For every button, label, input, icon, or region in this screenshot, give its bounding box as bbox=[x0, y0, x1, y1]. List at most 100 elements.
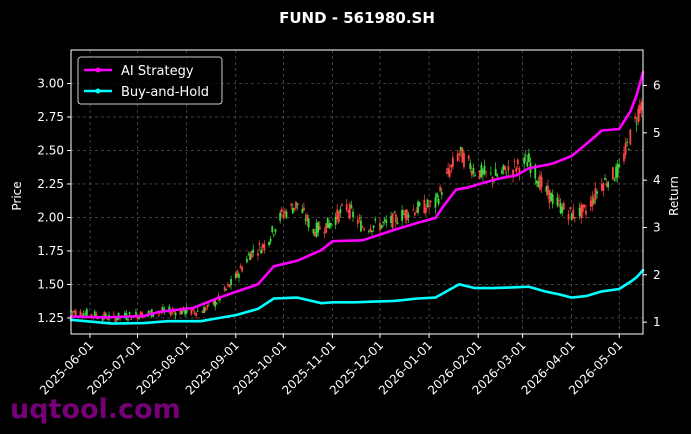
price-candle-body bbox=[385, 220, 388, 224]
price-candle-body bbox=[285, 211, 288, 218]
price-candle-body bbox=[539, 175, 541, 190]
price-candle-body bbox=[380, 224, 383, 229]
price-candle-body bbox=[472, 168, 475, 174]
legend-hold-label: Buy-and-Hold bbox=[121, 85, 209, 100]
y-left-tick-label: 3.00 bbox=[37, 76, 64, 90]
price-candle-body bbox=[90, 314, 93, 317]
price-candle-body bbox=[573, 216, 576, 219]
y-axis-left-label: Price bbox=[10, 181, 24, 210]
price-candle-body bbox=[483, 165, 486, 175]
price-candle-body bbox=[439, 186, 442, 192]
price-candle-body bbox=[103, 312, 106, 319]
price-candle-body bbox=[402, 213, 405, 215]
price-candle-body bbox=[474, 175, 476, 176]
price-candle-body bbox=[247, 254, 250, 256]
ai-strategy-line bbox=[69, 70, 645, 319]
price-candle-body bbox=[206, 305, 209, 308]
price-candle-body bbox=[271, 226, 274, 233]
price-candle-body bbox=[312, 228, 315, 234]
price-candle-body bbox=[339, 209, 342, 213]
price-candle-body bbox=[489, 172, 492, 174]
price-candle-body bbox=[307, 218, 310, 228]
price-candle-body bbox=[215, 303, 218, 305]
price-candle-body bbox=[447, 168, 450, 175]
y-axis-right-label: Return bbox=[667, 176, 681, 216]
price-candle-body bbox=[71, 311, 74, 313]
price-candle-body bbox=[501, 170, 503, 174]
price-candle-body bbox=[179, 309, 182, 315]
price-candle-body bbox=[234, 273, 237, 279]
price-candle-body bbox=[367, 230, 370, 232]
price-candle-body bbox=[535, 180, 538, 184]
price-candle-body bbox=[434, 197, 437, 208]
price-candle-body bbox=[548, 189, 551, 204]
price-candle-body bbox=[114, 317, 117, 322]
price-candle-body bbox=[241, 267, 244, 272]
price-candle-body bbox=[523, 157, 526, 164]
series-layer bbox=[69, 70, 645, 325]
price-candle-body bbox=[450, 164, 453, 168]
price-candle-body bbox=[629, 129, 632, 145]
price-candle-body bbox=[326, 217, 329, 228]
price-candle-body bbox=[123, 312, 126, 317]
y-left-tick-label: 2.00 bbox=[37, 210, 64, 224]
price-candle-body bbox=[456, 153, 459, 161]
price-candle-body bbox=[406, 209, 408, 221]
price-candle-body bbox=[379, 222, 381, 231]
price-candle-body bbox=[526, 161, 529, 167]
y-left-tick-label: 2.25 bbox=[37, 177, 64, 191]
price-candle-body bbox=[451, 157, 454, 167]
price-candle-body bbox=[550, 192, 552, 202]
price-candle-body bbox=[418, 202, 421, 206]
price-candle-body bbox=[112, 313, 115, 315]
y-left-tick-label: 1.25 bbox=[37, 311, 64, 325]
price-candle-body bbox=[592, 199, 595, 204]
price-candle-body bbox=[337, 211, 340, 223]
price-candle-body bbox=[104, 313, 107, 318]
price-candle-body bbox=[518, 168, 521, 175]
price-candle-body bbox=[417, 201, 419, 213]
price-candle-body bbox=[528, 153, 530, 162]
price-candle-body bbox=[258, 243, 261, 245]
price-candle-body bbox=[162, 307, 164, 313]
price-candle-body bbox=[540, 176, 543, 188]
price-candle-body bbox=[130, 318, 133, 320]
price-candle-body bbox=[329, 222, 332, 227]
price-candle-body bbox=[581, 204, 584, 213]
price-candle-body bbox=[482, 169, 484, 175]
price-candle-body bbox=[534, 164, 537, 179]
chart-title: FUND - 561980.SH bbox=[279, 9, 435, 27]
price-candle-body bbox=[290, 203, 293, 206]
price-candle-body bbox=[611, 167, 614, 180]
price-candle-body bbox=[558, 200, 560, 202]
price-candle-body bbox=[174, 312, 177, 316]
price-candle-body bbox=[363, 228, 366, 231]
price-candle-body bbox=[226, 284, 229, 286]
price-candle-body bbox=[562, 203, 565, 210]
y-left-tick-label: 1.75 bbox=[37, 244, 64, 258]
price-candle-body bbox=[314, 231, 316, 237]
price-candle-body bbox=[201, 311, 204, 314]
price-candle-body bbox=[280, 208, 283, 213]
price-candle-body bbox=[336, 209, 339, 220]
price-candle-body bbox=[236, 270, 239, 277]
price-candle-body bbox=[250, 251, 253, 258]
price-candle-body bbox=[516, 159, 519, 165]
price-candle-body bbox=[317, 222, 320, 233]
price-candle-body bbox=[350, 205, 353, 208]
price-candle-body bbox=[436, 193, 438, 198]
price-candle-body bbox=[358, 217, 361, 220]
price-candle-body bbox=[412, 209, 415, 210]
price-candle-body bbox=[149, 311, 152, 312]
price-candle-body bbox=[561, 206, 564, 214]
price-candle-body bbox=[101, 317, 104, 321]
price-candle-body bbox=[485, 171, 488, 172]
price-candle-body bbox=[168, 306, 171, 311]
price-candle-body bbox=[572, 209, 575, 219]
price-candle-body bbox=[640, 102, 643, 111]
price-candle-body bbox=[260, 249, 263, 254]
price-candle-body bbox=[401, 209, 404, 221]
price-candle-body bbox=[152, 314, 155, 316]
plot-frame bbox=[70, 49, 644, 335]
price-candle-body bbox=[637, 108, 640, 123]
